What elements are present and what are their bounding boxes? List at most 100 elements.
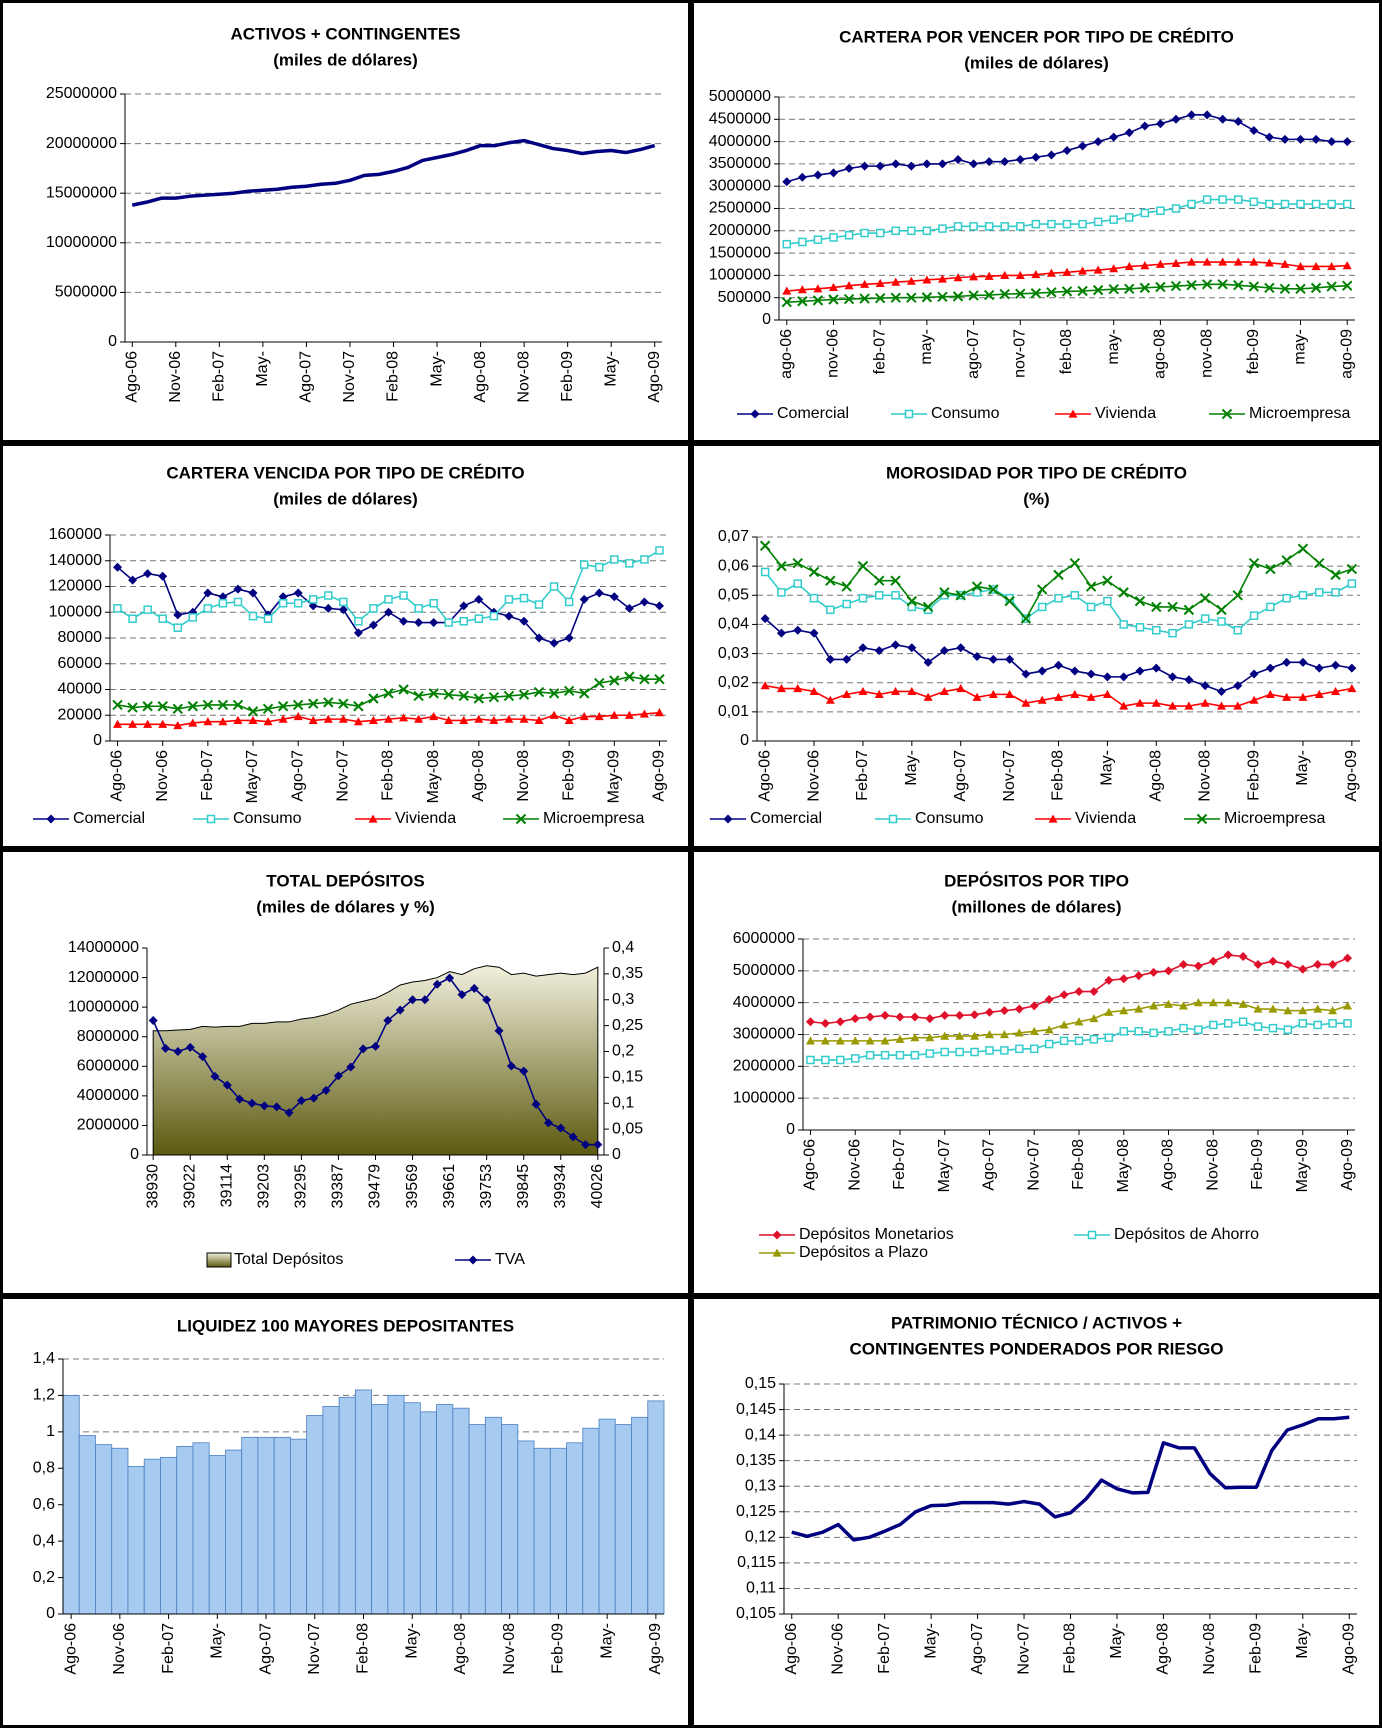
x-tick-label: May-07 (244, 750, 261, 803)
x-tick-label: 39114 (219, 1164, 236, 1207)
legend-marker (723, 814, 733, 824)
marker (1015, 1044, 1024, 1054)
chart-subtitle: (millones de dólares) (951, 897, 1121, 916)
marker (1016, 222, 1025, 231)
marker (808, 566, 820, 578)
marker (969, 159, 979, 169)
marker (354, 617, 363, 626)
marker (874, 646, 884, 656)
marker (1342, 280, 1353, 291)
marker (323, 697, 334, 708)
marker (469, 983, 479, 993)
bar (322, 1405, 340, 1615)
marker (1167, 601, 1178, 613)
x-tick-label: Ago-08 (452, 1623, 469, 1675)
marker (1298, 657, 1308, 667)
legend-marker (1196, 813, 1208, 825)
marker (1109, 264, 1119, 273)
marker (1327, 137, 1337, 147)
marker (836, 1055, 845, 1065)
marker (429, 598, 438, 608)
legend-marker (468, 1255, 478, 1265)
marker (1268, 1004, 1278, 1013)
marker (1283, 959, 1293, 969)
marker (972, 588, 982, 597)
x-tick-label: Nov-08 (1196, 750, 1213, 802)
y-tick-label: 20000000 (46, 135, 117, 152)
y-tick-label: 0,15 (745, 1375, 776, 1392)
marker (1183, 604, 1195, 616)
x-tick-label: Ago-07 (981, 1139, 998, 1191)
marker (1074, 1017, 1084, 1026)
marker (143, 719, 153, 728)
marker (1171, 114, 1181, 124)
marker (922, 226, 932, 236)
marker (1313, 959, 1323, 969)
marker (1093, 265, 1103, 274)
bar (143, 1458, 161, 1615)
x-tick-label: Ago-06 (123, 351, 140, 403)
marker (503, 690, 515, 702)
marker (548, 688, 560, 699)
chart-title: TOTAL DEPÓSITOS (266, 871, 424, 890)
x-tick-label: Nov-06 (846, 1139, 863, 1191)
y-tick-label: 0,4 (33, 1532, 55, 1549)
line (131, 138, 656, 207)
marker (1015, 270, 1025, 279)
panel-border (0, 849, 691, 1296)
marker (1202, 195, 1212, 204)
marker (1155, 281, 1166, 293)
x-tick-label: Ago-09 (646, 351, 663, 403)
marker (519, 593, 529, 603)
marker (953, 222, 963, 231)
bar (647, 1400, 665, 1615)
marker (972, 651, 982, 661)
marker (825, 654, 835, 664)
marker (353, 628, 363, 638)
marker (956, 643, 966, 653)
marker (172, 703, 183, 715)
marker (1037, 666, 1047, 676)
marker (925, 1033, 935, 1042)
y-tick-label: 0,25 (612, 1017, 643, 1034)
x-tick-label: Ago-06 (783, 1623, 800, 1675)
marker (339, 597, 348, 607)
marker (776, 560, 787, 572)
marker (1249, 257, 1259, 266)
bar (290, 1438, 308, 1615)
x-tick-label: Feb-08 (1070, 1139, 1087, 1190)
marker (793, 625, 803, 635)
marker (1311, 199, 1321, 209)
bar (549, 1447, 567, 1615)
marker (1184, 701, 1194, 710)
marker (1314, 663, 1324, 673)
marker (368, 620, 378, 630)
chart-panel: CARTERA VENCIDA POR TIPO DE CRÉDITO (mile… (0, 443, 691, 849)
marker (952, 291, 964, 302)
marker (797, 296, 808, 307)
marker (579, 712, 589, 721)
marker (284, 1108, 294, 1118)
marker (489, 611, 499, 621)
marker (459, 715, 469, 724)
y-tick-label: 40000 (58, 681, 103, 698)
marker (1342, 137, 1352, 147)
marker (1029, 1001, 1039, 1011)
marker (1280, 259, 1290, 268)
bar (468, 1424, 486, 1615)
marker (1104, 1007, 1114, 1016)
marker (640, 555, 649, 564)
marker (865, 1050, 875, 1060)
legend-label: Vivienda (1075, 810, 1136, 827)
marker (443, 689, 454, 700)
legend-marker (1087, 1230, 1097, 1240)
marker (1187, 257, 1197, 266)
marker (925, 1014, 935, 1024)
marker (1253, 959, 1263, 969)
marker (534, 633, 544, 643)
marker (858, 643, 868, 653)
x-tick-label: May- (403, 1623, 420, 1659)
bar (111, 1447, 129, 1615)
marker (1223, 998, 1233, 1007)
y-tick-label: 80000 (58, 629, 103, 646)
